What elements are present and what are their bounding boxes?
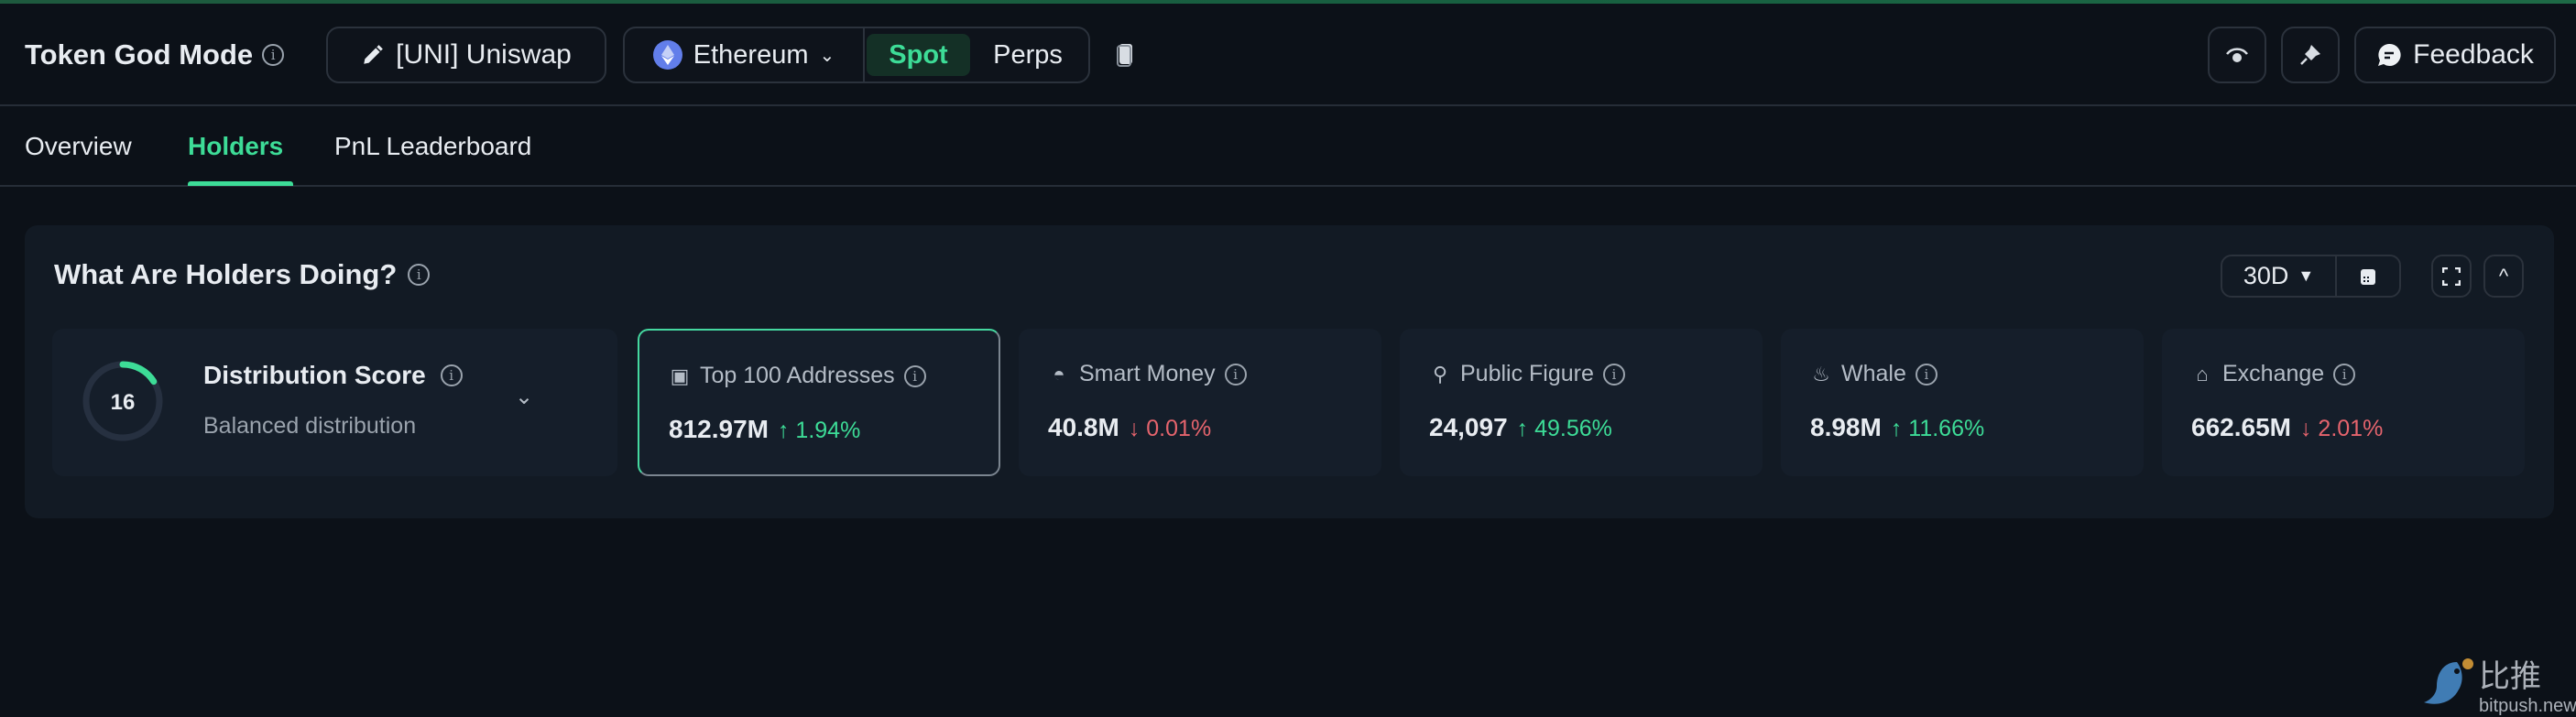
- calendar-button[interactable]: [2337, 267, 2399, 286]
- chevron-down-icon[interactable]: ⌄: [515, 385, 534, 409]
- copy-icon[interactable]: [1116, 42, 1136, 68]
- holder-card-exchange[interactable]: ⌂ Exchange i 662.65M ↓ 2.01%: [2162, 329, 2525, 476]
- score-value: 16: [111, 390, 136, 415]
- card-value: 24,097: [1429, 413, 1508, 441]
- card-change: ↓ 0.01%: [1128, 416, 1212, 441]
- info-icon[interactable]: i: [408, 264, 431, 286]
- info-icon[interactable]: i: [1915, 363, 1937, 386]
- card-label: ⌂ Exchange i: [2191, 361, 2356, 387]
- card-value: 40.8M: [1048, 413, 1119, 441]
- pin-button[interactable]: [2281, 27, 2340, 83]
- distribution-score-card[interactable]: 16 Distribution Score i Balanced distribu…: [52, 329, 617, 476]
- sunglasses-icon: ◓: [1053, 362, 1065, 386]
- card-change: ↓ 2.01%: [2299, 416, 2384, 441]
- period-control: 30D ▼: [2221, 255, 2401, 298]
- card-label: ♨ Whale i: [1810, 361, 1937, 387]
- page-title: Token God Mode i: [25, 38, 285, 71]
- arrow-up-icon: ↑: [1516, 416, 1529, 441]
- card-label: ⚲ Public Figure i: [1429, 361, 1625, 387]
- score-gauge: 16: [82, 361, 163, 441]
- period-dropdown[interactable]: 30D ▼: [2222, 256, 2337, 296]
- pencil-icon: [364, 45, 383, 64]
- card-value: 8.98M: [1810, 413, 1882, 441]
- watermark-logo: 比推 bitpush.news: [2420, 651, 2576, 717]
- mode-spot[interactable]: Spot: [867, 34, 970, 76]
- card-change: ↑ 1.94%: [777, 418, 861, 443]
- card-value: 812.97M: [669, 415, 769, 443]
- distribution-subtitle: Balanced distribution: [203, 413, 417, 439]
- card-value-row: 8.98M ↑ 11.66%: [1810, 413, 1984, 442]
- top-accent-line: [0, 0, 2576, 4]
- spotlight-icon: ⚲: [1432, 362, 1448, 386]
- calendar-icon: [2361, 268, 2375, 285]
- tab-bar: Overview Holders PnL Leaderboard: [0, 106, 2576, 187]
- whale-icon: ♨: [1812, 362, 1830, 386]
- panel-title: What Are Holders Doing? i: [54, 258, 431, 291]
- card-value-row: 40.8M ↓ 0.01%: [1048, 413, 1211, 442]
- score-gauge-fill: [82, 361, 163, 441]
- token-select-button[interactable]: [UNI] Uniswap: [326, 27, 606, 83]
- distribution-title: Distribution Score i: [203, 361, 463, 390]
- arrow-down-icon: ↓: [2299, 416, 2312, 441]
- mode-perps[interactable]: Perps: [993, 39, 1063, 70]
- fullscreen-button[interactable]: [2431, 255, 2472, 298]
- card-value-row: 662.65M ↓ 2.01%: [2191, 413, 2383, 442]
- watch-button[interactable]: [2208, 27, 2266, 83]
- holder-card-top-100-addresses[interactable]: ▣ Top 100 Addresses i 812.97M ↑ 1.94%: [638, 329, 1000, 476]
- info-icon[interactable]: i: [262, 44, 285, 66]
- info-icon[interactable]: i: [440, 364, 463, 386]
- bird-logo-icon: [2424, 658, 2473, 704]
- bank-icon: ⌂: [2196, 362, 2209, 386]
- network-mode-group: Ethereum ⌄ Spot Perps: [623, 27, 1090, 83]
- info-icon[interactable]: i: [1224, 363, 1247, 386]
- holders-panel: What Are Holders Doing? i 30D ▼ ^ 16 Distr…: [25, 225, 2576, 716]
- pin-icon: [2300, 45, 2320, 65]
- caret-down-icon: ▼: [2298, 266, 2315, 285]
- eye-icon: [2226, 48, 2248, 62]
- active-tab-indicator: [188, 181, 293, 186]
- network-dropdown[interactable]: Ethereum ⌄: [625, 28, 865, 81]
- holder-card-smart-money[interactable]: ◓ Smart Money i 40.8M ↓ 0.01%: [1019, 329, 1381, 476]
- info-icon[interactable]: i: [903, 364, 926, 387]
- collapse-button[interactable]: ^: [2483, 255, 2524, 298]
- info-icon[interactable]: i: [2333, 363, 2356, 386]
- chevron-up-icon: ^: [2498, 264, 2509, 288]
- info-icon[interactable]: i: [1602, 363, 1625, 386]
- tab-pnl-leaderboard[interactable]: PnL Leaderboard: [334, 132, 532, 160]
- card-value: 662.65M: [2191, 413, 2291, 441]
- card-label: ◓ Smart Money i: [1048, 361, 1247, 387]
- chevron-down-icon: ⌄: [819, 45, 835, 66]
- tab-holders[interactable]: Holders: [188, 132, 284, 160]
- card-value-row: 24,097 ↑ 49.56%: [1429, 413, 1612, 442]
- card-change: ↑ 49.56%: [1516, 416, 1612, 441]
- card-change: ↑ 11.66%: [1890, 416, 1985, 441]
- expand-icon: [2442, 266, 2461, 286]
- holder-card-public-figure[interactable]: ⚲ Public Figure i 24,097 ↑ 49.56%: [1400, 329, 1763, 476]
- header: Token God Mode i [UNI] Uniswap Ethereum ⌄…: [0, 4, 2576, 106]
- card-label: ▣ Top 100 Addresses i: [669, 363, 926, 389]
- wallet-icon: ▣: [670, 364, 690, 387]
- holder-card-whale[interactable]: ♨ Whale i 8.98M ↑ 11.66%: [1781, 329, 2144, 476]
- tab-overview[interactable]: Overview: [25, 132, 132, 160]
- arrow-down-icon: ↓: [1128, 416, 1141, 441]
- chat-bubble-icon: [2378, 43, 2401, 66]
- arrow-up-icon: ↑: [777, 418, 790, 443]
- arrow-up-icon: ↑: [1890, 416, 1903, 441]
- feedback-button[interactable]: Feedback: [2354, 27, 2556, 83]
- card-value-row: 812.97M ↑ 1.94%: [669, 415, 860, 444]
- ethereum-icon: [652, 40, 682, 70]
